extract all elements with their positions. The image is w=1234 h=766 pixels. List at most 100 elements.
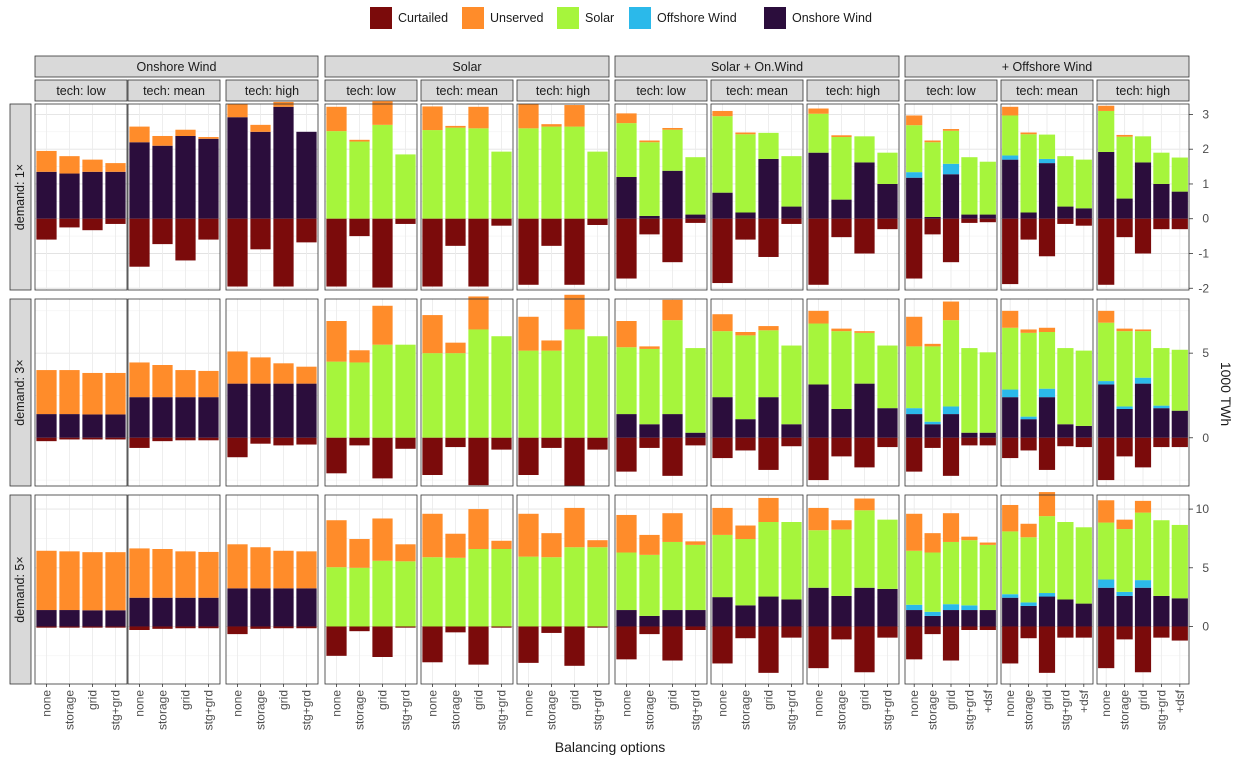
bar-unserved xyxy=(735,332,756,336)
bar-onshore xyxy=(685,432,706,438)
y-tick-label: 5 xyxy=(1202,346,1209,360)
legend-swatch xyxy=(370,7,392,29)
bar-curtailed xyxy=(326,218,347,287)
panel-border xyxy=(904,298,998,487)
bar-unserved xyxy=(831,135,852,138)
bar-onshore xyxy=(105,414,126,438)
bar-curtailed xyxy=(1134,218,1152,254)
bar-onshore xyxy=(198,397,219,438)
bar-unserved xyxy=(227,544,248,589)
bar-onshore xyxy=(616,414,637,438)
bar-solar xyxy=(372,560,393,627)
y-tick-label: -2 xyxy=(1198,281,1209,295)
bar-unserved xyxy=(685,541,706,545)
bar-curtailed xyxy=(198,437,219,441)
bar-curtailed xyxy=(831,626,852,640)
x-tick-label: storage xyxy=(835,690,849,730)
bar-unserved xyxy=(518,513,539,557)
x-tick-label: grid xyxy=(1136,690,1150,710)
bar-curtailed xyxy=(1153,626,1170,638)
y-tick-label: -1 xyxy=(1198,246,1209,260)
bar-curtailed xyxy=(758,218,779,257)
bar-offshore xyxy=(942,604,960,611)
x-tick-label: none xyxy=(1099,690,1113,717)
tech-label: tech: mean xyxy=(1016,84,1078,98)
tech-strip xyxy=(34,79,128,102)
bar-curtailed xyxy=(906,437,923,472)
bar-curtailed xyxy=(152,437,173,442)
bar-solar xyxy=(979,352,996,433)
facet-panel xyxy=(904,103,998,291)
bar-onshore xyxy=(1116,595,1133,627)
x-tick-label: storage xyxy=(545,690,559,730)
bar-solar xyxy=(518,350,539,438)
facet-panel xyxy=(225,101,319,291)
bar-curtailed xyxy=(445,437,466,448)
bar-unserved xyxy=(152,365,173,398)
bar-curtailed xyxy=(491,218,512,226)
tech-strip xyxy=(324,79,418,102)
bar-onshore xyxy=(831,199,852,219)
bar-unserved xyxy=(1098,105,1115,111)
facet-panel xyxy=(225,298,319,487)
bar-curtailed xyxy=(1098,626,1115,669)
facet-panel xyxy=(1000,103,1094,291)
tech-strip xyxy=(127,79,221,102)
bar-unserved xyxy=(491,540,512,549)
bar-curtailed xyxy=(808,437,829,481)
bar-unserved xyxy=(326,520,347,568)
bar-curtailed xyxy=(468,218,489,287)
scenario-strip xyxy=(34,55,319,78)
bar-curtailed xyxy=(227,437,248,458)
bar-offshore xyxy=(924,421,941,425)
bar-curtailed xyxy=(877,437,898,448)
bar-curtailed xyxy=(758,437,779,470)
bar-curtailed xyxy=(36,626,57,628)
bar-solar xyxy=(1057,348,1074,425)
x-tick-label: none xyxy=(716,690,730,717)
facet-panel xyxy=(614,298,708,487)
panel-border xyxy=(127,494,221,685)
bar-onshore xyxy=(227,117,248,219)
bar-curtailed xyxy=(587,437,608,450)
x-tick-label: +dsf xyxy=(1077,689,1091,713)
bar-unserved xyxy=(541,124,562,127)
x-tick-label: grid xyxy=(277,690,291,710)
y-tick-label: 10 xyxy=(1196,502,1210,516)
bar-unserved xyxy=(372,101,393,125)
bar-onshore xyxy=(1098,151,1115,219)
facet-panel xyxy=(34,494,128,685)
legend-label: Offshore Wind xyxy=(657,11,737,25)
panel-border xyxy=(614,103,708,291)
bar-onshore xyxy=(1075,603,1092,627)
bar-curtailed xyxy=(349,437,370,446)
bar-unserved xyxy=(227,351,248,384)
bar-curtailed xyxy=(152,218,173,245)
bar-onshore xyxy=(961,432,978,438)
bar-unserved xyxy=(924,140,941,143)
bar-solar xyxy=(1057,522,1074,600)
bar-unserved xyxy=(1002,310,1019,328)
bar-solar xyxy=(662,129,683,171)
bar-curtailed xyxy=(1002,626,1019,664)
bar-curtailed xyxy=(564,437,585,486)
legend-label: Solar xyxy=(585,11,615,25)
bar-curtailed xyxy=(877,626,898,638)
tech-label: tech: high xyxy=(1116,84,1170,98)
bar-curtailed xyxy=(924,626,941,635)
bar-unserved xyxy=(296,366,317,384)
bar-onshore xyxy=(662,414,683,438)
tech-label: tech: low xyxy=(926,84,976,98)
bar-curtailed xyxy=(175,626,196,629)
bar-solar xyxy=(758,330,779,398)
bar-onshore xyxy=(662,610,683,627)
bar-onshore xyxy=(712,192,733,219)
row-label: demand: 1× xyxy=(13,164,27,230)
x-tick-label: none xyxy=(133,690,147,717)
bar-solar xyxy=(1134,331,1152,378)
bar-curtailed xyxy=(1153,437,1170,448)
bar-onshore xyxy=(1057,424,1074,438)
y-tick-label: 1 xyxy=(1202,177,1209,191)
bar-curtailed xyxy=(422,437,443,475)
legend-swatch xyxy=(557,7,579,29)
